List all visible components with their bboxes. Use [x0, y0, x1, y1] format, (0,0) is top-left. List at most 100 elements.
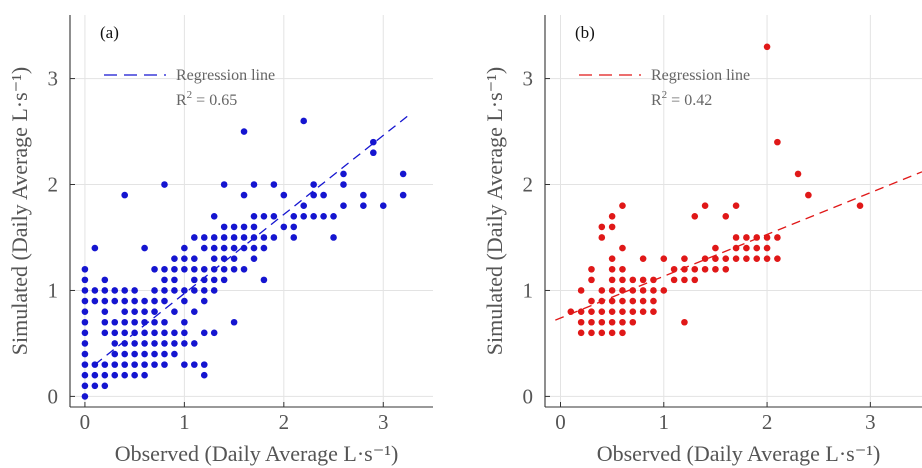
- data-point: [619, 329, 626, 337]
- data-point: [639, 255, 647, 262]
- data-point: [639, 276, 647, 284]
- data-point: [732, 202, 740, 210]
- data-point: [131, 287, 138, 294]
- data-point: [230, 244, 238, 252]
- data-point: [161, 297, 168, 305]
- data-point: [598, 329, 606, 337]
- data-point: [200, 287, 208, 294]
- data-point: [91, 361, 99, 368]
- data-point: [220, 223, 228, 231]
- data-point: [151, 350, 158, 358]
- data-point: [340, 170, 347, 178]
- data-point: [151, 361, 158, 368]
- data-point: [588, 297, 595, 305]
- data-point: [598, 287, 606, 294]
- data-point: [81, 340, 89, 347]
- data-point: [722, 212, 730, 220]
- data-point: [619, 276, 626, 284]
- data-point: [121, 297, 128, 305]
- data-point: [608, 308, 616, 315]
- data-point: [588, 318, 595, 326]
- data-point: [270, 181, 278, 188]
- data-point: [629, 276, 637, 284]
- data-point: [91, 287, 99, 294]
- data-point: [81, 361, 89, 368]
- data-point: [608, 265, 616, 273]
- data-point: [608, 329, 616, 337]
- data-point: [111, 287, 119, 294]
- data-point: [250, 223, 258, 231]
- data-point: [191, 265, 198, 273]
- data-point: [151, 265, 158, 273]
- data-point: [588, 308, 595, 315]
- data-point: [608, 255, 616, 262]
- data-point: [290, 223, 298, 231]
- data-point: [379, 202, 387, 210]
- data-point: [141, 340, 148, 347]
- data-point: [250, 234, 258, 241]
- data-point: [91, 371, 99, 379]
- data-point: [101, 361, 109, 368]
- data-point: [280, 191, 288, 199]
- data-point: [794, 170, 802, 178]
- x-tick-label: 0: [80, 410, 91, 434]
- data-point: [121, 287, 128, 294]
- data-point: [588, 329, 595, 337]
- y-tick-label: 2: [523, 173, 534, 197]
- data-point: [681, 276, 688, 284]
- data-point: [330, 212, 337, 220]
- data-point: [639, 308, 647, 315]
- legend-r2: R2 = 0.65: [176, 89, 237, 109]
- data-point: [743, 255, 750, 262]
- data-point: [691, 265, 699, 273]
- data-point: [200, 371, 208, 379]
- data-point: [151, 308, 158, 315]
- data-point: [230, 318, 238, 326]
- y-tick-label: 2: [48, 173, 59, 197]
- data-point: [161, 340, 168, 347]
- regression-line: [94, 115, 409, 366]
- data-point: [81, 329, 89, 337]
- data-point: [141, 297, 148, 305]
- data-point: [181, 297, 188, 305]
- data-point: [121, 308, 128, 315]
- data-point: [240, 128, 248, 135]
- data-point: [121, 329, 128, 337]
- data-point: [619, 265, 626, 273]
- data-point: [161, 329, 168, 337]
- data-point: [250, 255, 258, 262]
- data-point: [650, 287, 657, 294]
- data-point: [171, 340, 178, 347]
- data-point: [743, 244, 750, 252]
- data-point: [320, 212, 327, 220]
- data-point: [598, 297, 606, 305]
- data-point: [856, 202, 864, 210]
- x-tick-label: 2: [279, 410, 290, 434]
- data-point: [300, 117, 308, 125]
- data-point: [691, 212, 699, 220]
- data-point: [181, 255, 188, 262]
- panel-label: (b): [575, 23, 595, 42]
- y-tick-label: 3: [523, 67, 534, 91]
- data-point: [131, 329, 138, 337]
- data-point: [567, 308, 575, 315]
- data-point: [310, 191, 317, 199]
- data-point: [370, 149, 377, 157]
- data-point: [111, 318, 119, 326]
- data-point: [753, 234, 761, 241]
- data-point: [577, 308, 585, 315]
- data-point: [131, 350, 138, 358]
- panel-a: 0 1 2 3 0 1 2 3 Observed (Daily Average L·s⁻¹) Si…: [7, 15, 433, 466]
- data-point: [712, 244, 719, 252]
- data-point: [200, 297, 208, 305]
- data-point: [141, 308, 148, 315]
- data-point: [210, 265, 218, 273]
- data-point: [181, 340, 188, 347]
- data-point: [200, 329, 208, 337]
- data-point: [181, 361, 188, 368]
- data-point: [171, 276, 178, 284]
- data-point: [81, 308, 89, 315]
- data-point: [722, 255, 730, 262]
- data-point: [290, 212, 298, 220]
- data-point: [650, 308, 657, 315]
